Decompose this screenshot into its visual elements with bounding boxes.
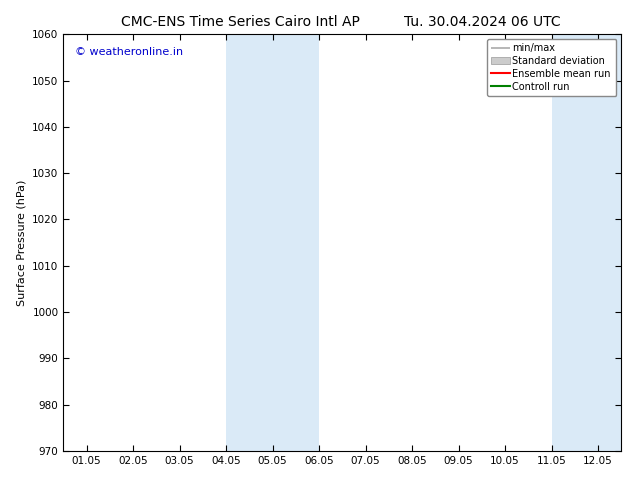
- Text: Tu. 30.04.2024 06 UTC: Tu. 30.04.2024 06 UTC: [403, 15, 560, 29]
- Text: © weatheronline.in: © weatheronline.in: [75, 47, 183, 57]
- Bar: [226, 34, 319, 451]
- Bar: [552, 34, 634, 451]
- Legend: min/max, Standard deviation, Ensemble mean run, Controll run: min/max, Standard deviation, Ensemble me…: [487, 39, 616, 96]
- Y-axis label: Surface Pressure (hPa): Surface Pressure (hPa): [16, 179, 27, 306]
- Text: CMC-ENS Time Series Cairo Intl AP: CMC-ENS Time Series Cairo Intl AP: [122, 15, 360, 29]
